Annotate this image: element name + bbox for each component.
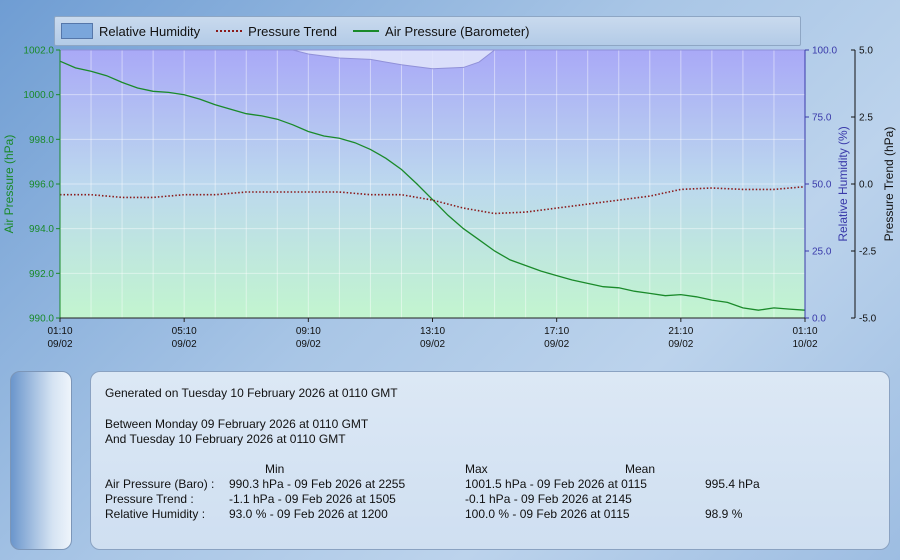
legend-label-humidity: Relative Humidity (99, 23, 201, 39)
row-max-humidity: 100.0 % - 09 Feb 2026 at 0115 (465, 507, 630, 521)
legend-swatch-pressure (353, 30, 380, 32)
trend-tick-label: -5.0 (859, 314, 877, 325)
chart-legend: Relative Humidity Pressure Trend Air Pre… (54, 16, 801, 46)
x-tick-date-label: 09/02 (47, 339, 72, 350)
pressure-tick-label: 990.0 (29, 314, 54, 325)
pressure-tick-label: 992.0 (29, 269, 54, 280)
row-max-trend: -0.1 hPa - 09 Feb 2026 at 2145 (465, 492, 632, 506)
period-end-text: And Tuesday 10 February 2026 at 0110 GMT (105, 432, 346, 446)
x-tick-time-label: 09:10 (296, 326, 321, 337)
x-tick-date-label: 09/02 (420, 339, 445, 350)
legend-item-trend: Pressure Trend (216, 24, 337, 39)
row-min-humidity: 93.0 % - 09 Feb 2026 at 1200 (229, 507, 388, 521)
air-pressure-line (59, 60, 806, 311)
axes: 990.0 992.0 994.0 996.0 998.0 1000.0 1002.0 0.0… (2, 46, 896, 351)
x-tick-time-label: 05:10 (172, 326, 197, 337)
trend-axis-title: Pressure Trend (hPa) (882, 127, 896, 242)
humidity-tick-label: 75.0 (812, 113, 832, 124)
legend-item-pressure: Air Pressure (Barometer) (353, 23, 530, 39)
humidity-tick-label: 0.0 (812, 314, 826, 325)
trend-tick-label: 0.0 (859, 180, 873, 191)
x-tick-date-label: 09/02 (172, 339, 197, 350)
pressure-tick-label: 994.0 (29, 224, 54, 235)
legend-swatch-trend (216, 30, 243, 32)
side-panel (10, 371, 72, 550)
row-min-pressure: 990.3 hPa - 09 Feb 2026 at 2255 (229, 477, 406, 491)
humidity-tick-label: 100.0 (812, 46, 837, 57)
x-tick-date-label: 10/02 (792, 339, 817, 350)
generated-text: Generated on Tuesday 10 February 2026 at… (105, 386, 398, 400)
trend-tick-label: 2.5 (859, 113, 873, 124)
trend-tick-label: 5.0 (859, 46, 873, 57)
weather-chart: 990.0 992.0 994.0 996.0 998.0 1000.0 1002.0 0.0… (2, 46, 896, 351)
header-max: Max (465, 462, 488, 476)
legend-item-humidity: Relative Humidity (61, 23, 200, 39)
row-label-pressure: Air Pressure (Baro) : (105, 477, 215, 491)
legend-swatch-humidity (61, 23, 93, 39)
x-tick-date-label: 09/02 (544, 339, 569, 350)
pressure-tick-label: 996.0 (29, 180, 54, 191)
row-max-pressure: 1001.5 hPa - 09 Feb 2026 at 0115 (465, 477, 647, 491)
pressure-tick-label: 1002.0 (23, 46, 54, 57)
x-tick-time-label: 01:10 (47, 326, 72, 337)
pressure-axis-title: Air Pressure (hPa) (2, 135, 16, 234)
humidity-area (60, 49, 805, 70)
x-tick-date-label: 09/02 (668, 339, 693, 350)
row-min-trend: -1.1 hPa - 09 Feb 2026 at 1505 (229, 492, 396, 506)
series-lines (59, 60, 806, 311)
grid-lines (59, 49, 806, 319)
humidity-tick-label: 50.0 (812, 180, 832, 191)
humidity-layer (60, 49, 805, 70)
pressure-tick-label: 1000.0 (23, 90, 54, 101)
humidity-tick-label: 25.0 (812, 247, 832, 258)
trend-tick-label: -2.5 (859, 247, 877, 258)
row-label-trend: Pressure Trend : (105, 492, 194, 506)
period-start-text: Between Monday 09 February 2026 at 0110 … (105, 417, 369, 431)
header-mean: Mean (625, 462, 656, 476)
x-tick-time-label: 21:10 (668, 326, 693, 337)
legend-label-trend: Pressure Trend (248, 23, 338, 39)
humidity-axis-title: Relative Humidity (%) (836, 126, 850, 241)
x-tick-time-label: 13:10 (420, 326, 445, 337)
row-mean-humidity: 98.9 % (705, 507, 743, 521)
legend-label-pressure: Air Pressure (Barometer) (385, 23, 530, 39)
x-tick-date-label: 09/02 (296, 339, 321, 350)
x-tick-time-label: 17:10 (544, 326, 569, 337)
header-min: Min (265, 462, 285, 476)
pressure-tick-label: 998.0 (29, 135, 54, 146)
row-mean-pressure: 995.4 hPa (705, 477, 760, 491)
x-tick-time-label: 01:10 (792, 326, 817, 337)
summary-panel: Generated on Tuesday 10 February 2026 at… (90, 371, 890, 550)
row-label-humidity: Relative Humidity : (105, 507, 206, 521)
